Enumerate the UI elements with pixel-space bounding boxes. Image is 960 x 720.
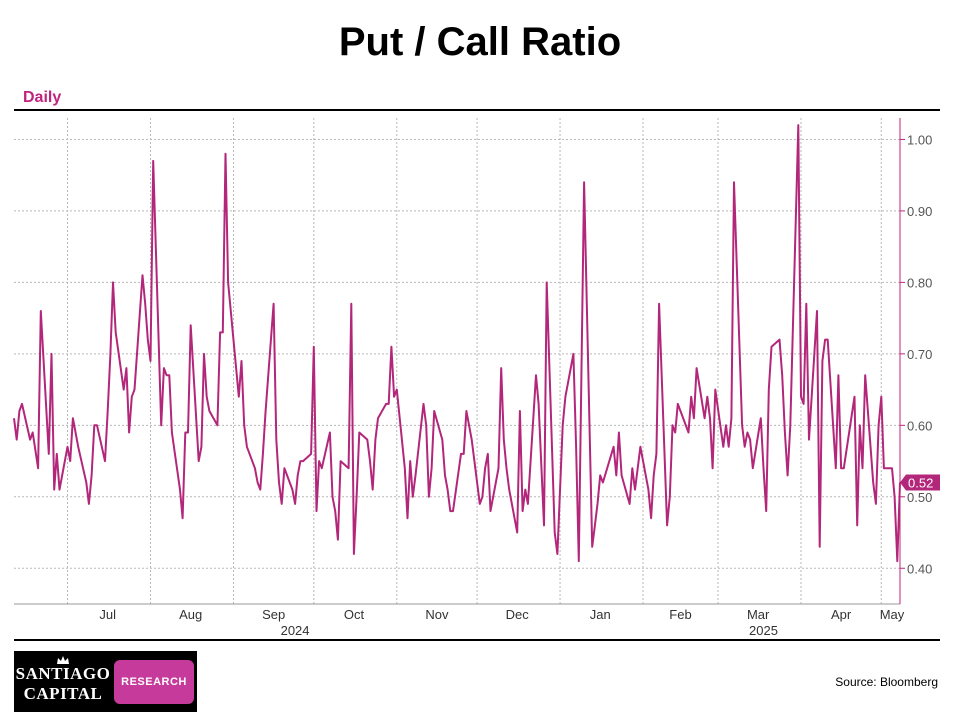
y-tick-label: 0.50 <box>907 490 932 505</box>
x-tick-label-jan: Jan <box>590 607 611 622</box>
frequency-label: Daily <box>23 89 62 106</box>
page-title: Put / Call Ratio <box>338 20 622 64</box>
x-tick-label-dec: Dec <box>506 607 530 622</box>
y-tick-label: 0.80 <box>907 275 932 290</box>
santiago-capital-logo: Santiago Capital RESEARCH <box>14 651 197 712</box>
y-tick-label: 0.40 <box>907 561 932 576</box>
year-label-2024: 2024 <box>281 623 310 638</box>
research-badge: RESEARCH <box>114 659 194 704</box>
last-value-marker: 0.52 <box>900 474 940 491</box>
x-tick-label-nov: Nov <box>425 607 449 622</box>
x-axis-ticks: Jul Aug Sep Oct Nov Dec Jan Feb Mar Apr May 2024 202… <box>99 607 904 638</box>
last-value-label: 0.52 <box>908 476 933 491</box>
x-tick-label-aug: Aug <box>179 607 202 622</box>
x-tick-label-sep: Sep <box>262 607 285 622</box>
x-tick-label-may: May <box>880 607 905 622</box>
x-tick-label-feb: Feb <box>669 607 691 622</box>
crown-icon <box>57 656 69 664</box>
y-tick-label: 0.90 <box>907 204 932 219</box>
y-axis-ticks: 0.40 0.50 0.60 0.70 0.80 0.90 1.00 <box>900 132 932 576</box>
put-call-ratio-chart: 0.40 0.50 0.60 0.70 0.80 0.90 1.00 Jul Aug Sep Oc… <box>13 109 940 641</box>
source-note: Source: Bloomberg <box>835 675 938 689</box>
logo-line2: Capital <box>23 684 103 703</box>
x-tick-label-jul: Jul <box>99 607 116 622</box>
put-call-ratio-line <box>13 124 901 563</box>
x-tick-label-oct: Oct <box>344 607 365 622</box>
y-tick-label: 0.60 <box>907 418 932 433</box>
logo-line1: Santiago <box>15 664 111 683</box>
x-tick-label-apr: Apr <box>831 607 852 622</box>
x-tick-label-mar: Mar <box>747 607 770 622</box>
year-label-2025: 2025 <box>749 623 778 638</box>
y-tick-label: 1.00 <box>907 132 932 147</box>
logo-wordmark: Santiago Capital <box>14 651 112 712</box>
gridlines <box>14 118 900 604</box>
last-value-tag <box>900 474 940 491</box>
y-tick-label: 0.70 <box>907 347 932 362</box>
